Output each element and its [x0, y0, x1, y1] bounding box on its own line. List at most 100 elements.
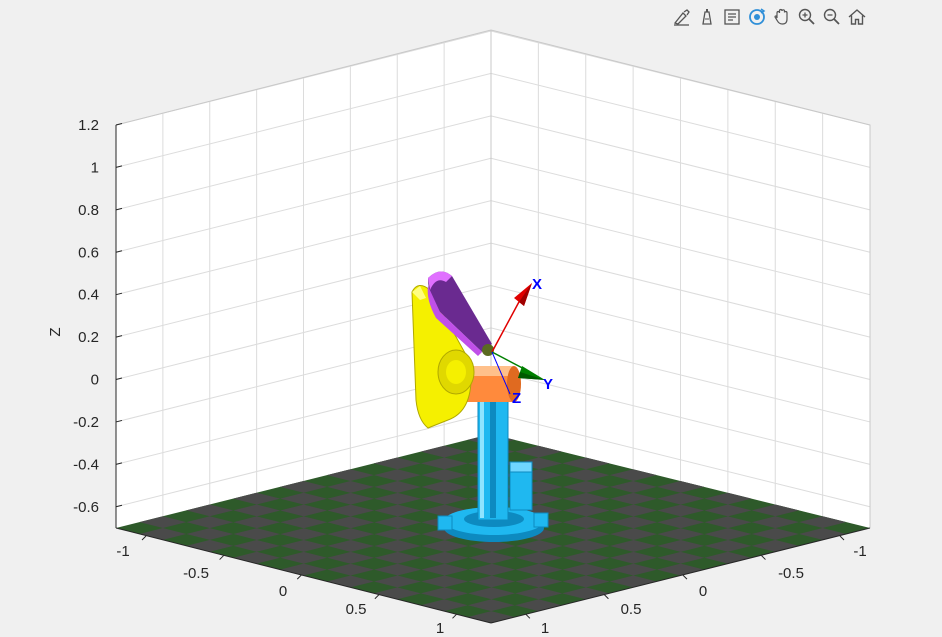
floor-tile	[515, 587, 563, 600]
floor-tile	[656, 481, 705, 493]
z-tick-mark	[115, 462, 123, 465]
floor-tile	[186, 504, 234, 517]
floor-tile	[609, 504, 658, 517]
home-icon[interactable]	[845, 5, 869, 29]
floor-tile	[420, 587, 468, 600]
floor-tile	[657, 516, 705, 529]
pan-hand-icon[interactable]	[770, 5, 794, 29]
y-tick-label: 0.5	[621, 601, 642, 618]
floor-tile	[562, 469, 610, 482]
floor-tile	[704, 528, 752, 540]
pin-icon[interactable]	[695, 5, 719, 29]
x-tick-mark	[219, 555, 224, 560]
floor-tile	[609, 469, 657, 482]
floor-tile	[562, 516, 610, 529]
floor-tile	[233, 516, 281, 529]
x-tick-mark	[141, 535, 147, 541]
y-tick-mark	[839, 535, 845, 541]
floor-tile	[515, 540, 563, 552]
z-tick-mark	[115, 377, 123, 381]
floor-tile	[373, 575, 422, 588]
floor-tile	[514, 599, 563, 612]
floor-tile	[374, 516, 422, 529]
floor-tile	[609, 492, 658, 505]
z-tick-label: -0.6	[73, 499, 99, 516]
floor-tile	[280, 528, 328, 541]
robot-upper-arm	[411, 285, 475, 429]
floor-tile	[467, 587, 516, 600]
x-tick-mark	[452, 613, 457, 619]
floor-tile	[562, 575, 610, 588]
x-tick-label: 0.5	[346, 601, 367, 618]
zoom-out-icon[interactable]	[820, 5, 844, 29]
z-tick-label: 0	[91, 372, 99, 389]
floor-tile	[609, 528, 658, 541]
floor-tile	[798, 516, 847, 529]
z-tick-label: -0.4	[73, 456, 99, 473]
floor-tile	[562, 492, 610, 505]
floor-tile	[139, 516, 187, 529]
floor-tile	[233, 551, 281, 564]
rotate-3d-icon[interactable]	[745, 5, 769, 29]
floor-tile	[562, 563, 610, 576]
floor-tile	[562, 551, 610, 564]
floor-tile	[751, 504, 799, 517]
y-tick-mark	[525, 613, 531, 619]
y-tick-label: 0	[699, 583, 707, 600]
y-tick-label: 1	[541, 620, 549, 637]
floor-tile	[374, 540, 422, 552]
z-tick-label: -0.2	[73, 414, 99, 431]
floor-tile	[562, 481, 610, 493]
floor-tile	[327, 492, 375, 505]
floor-tile	[468, 563, 516, 576]
floor-tile	[609, 540, 658, 552]
z-tick-label: 0.4	[78, 287, 99, 304]
brush-edit-icon[interactable]	[670, 5, 694, 29]
floor-tile	[468, 551, 516, 564]
datatip-icon[interactable]	[720, 5, 744, 29]
end-effector-frame: X Y Z	[491, 276, 553, 407]
floor-tile	[704, 551, 752, 564]
floor-tile	[751, 516, 799, 529]
floor-tile	[139, 528, 187, 540]
x-tick-mark	[374, 594, 380, 600]
frame-x-label: X	[532, 276, 542, 293]
z-axis: 1.2 1 0.8 0.6 0.4 0.2 0 -0.2 -0.4 -0.6	[73, 117, 123, 516]
x-tick-label: -1	[116, 543, 129, 560]
y-tick-mark	[682, 574, 688, 580]
x-tick-label: -0.5	[183, 565, 209, 582]
floor-tile	[327, 551, 375, 564]
z-axis-label: Z	[47, 327, 64, 336]
zoom-in-icon[interactable]	[795, 5, 819, 29]
floor-tile	[374, 492, 422, 505]
floor-tile	[280, 481, 328, 493]
floor-tile	[421, 481, 469, 493]
floor-tile	[798, 528, 847, 540]
floor-tile	[374, 504, 422, 517]
floor-tile	[420, 457, 468, 470]
z-tick-mark	[115, 207, 123, 211]
floor-tile	[751, 528, 799, 540]
floor-tile	[609, 481, 657, 493]
robot-arm: X Y Z	[411, 271, 553, 542]
floor-tile	[609, 516, 658, 529]
floor-tile	[562, 587, 610, 600]
floor-tile	[186, 516, 234, 529]
floor-tile	[327, 504, 375, 517]
axis-lines	[115, 125, 871, 624]
x-tick-mark	[296, 574, 302, 580]
floor-tile	[280, 492, 328, 505]
x-axis: -1 -0.5 0 0.5 1	[116, 535, 457, 637]
floor-tile	[374, 528, 422, 541]
floor-tile	[374, 551, 422, 564]
y-tick-mark	[604, 594, 609, 600]
floor-tile	[374, 563, 422, 576]
floor-tile	[420, 445, 468, 458]
floor-tile	[562, 457, 610, 470]
floor-tile	[562, 540, 610, 552]
floor-tile	[515, 551, 563, 564]
floor-tile	[421, 540, 469, 552]
z-tick-label: 0.6	[78, 244, 99, 261]
floor-tile	[421, 469, 469, 482]
